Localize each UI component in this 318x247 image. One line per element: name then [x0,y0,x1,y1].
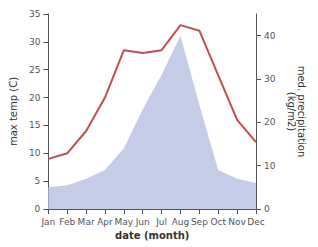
svg-text:20: 20 [264,117,276,127]
svg-text:Aug: Aug [172,217,190,227]
svg-text:15: 15 [29,120,40,130]
svg-text:Sep: Sep [191,217,208,227]
svg-text:(kg/m2): (kg/m2) [286,92,297,132]
svg-text:date (month): date (month) [115,230,189,241]
svg-text:25: 25 [29,65,40,75]
svg-text:40: 40 [264,31,276,41]
svg-text:30: 30 [29,37,41,47]
svg-text:Oct: Oct [210,217,226,227]
svg-text:10: 10 [29,148,41,158]
svg-text:20: 20 [29,93,41,103]
svg-text:May: May [115,217,134,227]
svg-text:Jul: Jul [155,217,167,227]
svg-text:med. precipitation: med. precipitation [295,65,307,158]
svg-text:5: 5 [35,176,41,186]
svg-text:Apr: Apr [97,217,113,227]
svg-text:10: 10 [264,161,276,171]
svg-text:Dec: Dec [247,217,264,227]
svg-text:Jun: Jun [135,217,150,227]
svg-text:30: 30 [264,74,276,84]
svg-text:0: 0 [264,204,270,214]
svg-text:max temp (C): max temp (C) [8,77,19,146]
svg-text:Nov: Nov [228,217,246,227]
svg-text:Feb: Feb [59,217,75,227]
svg-text:Mar: Mar [78,217,95,227]
svg-text:Jan: Jan [40,217,55,227]
svg-text:0: 0 [35,204,41,214]
svg-text:35: 35 [29,9,40,19]
